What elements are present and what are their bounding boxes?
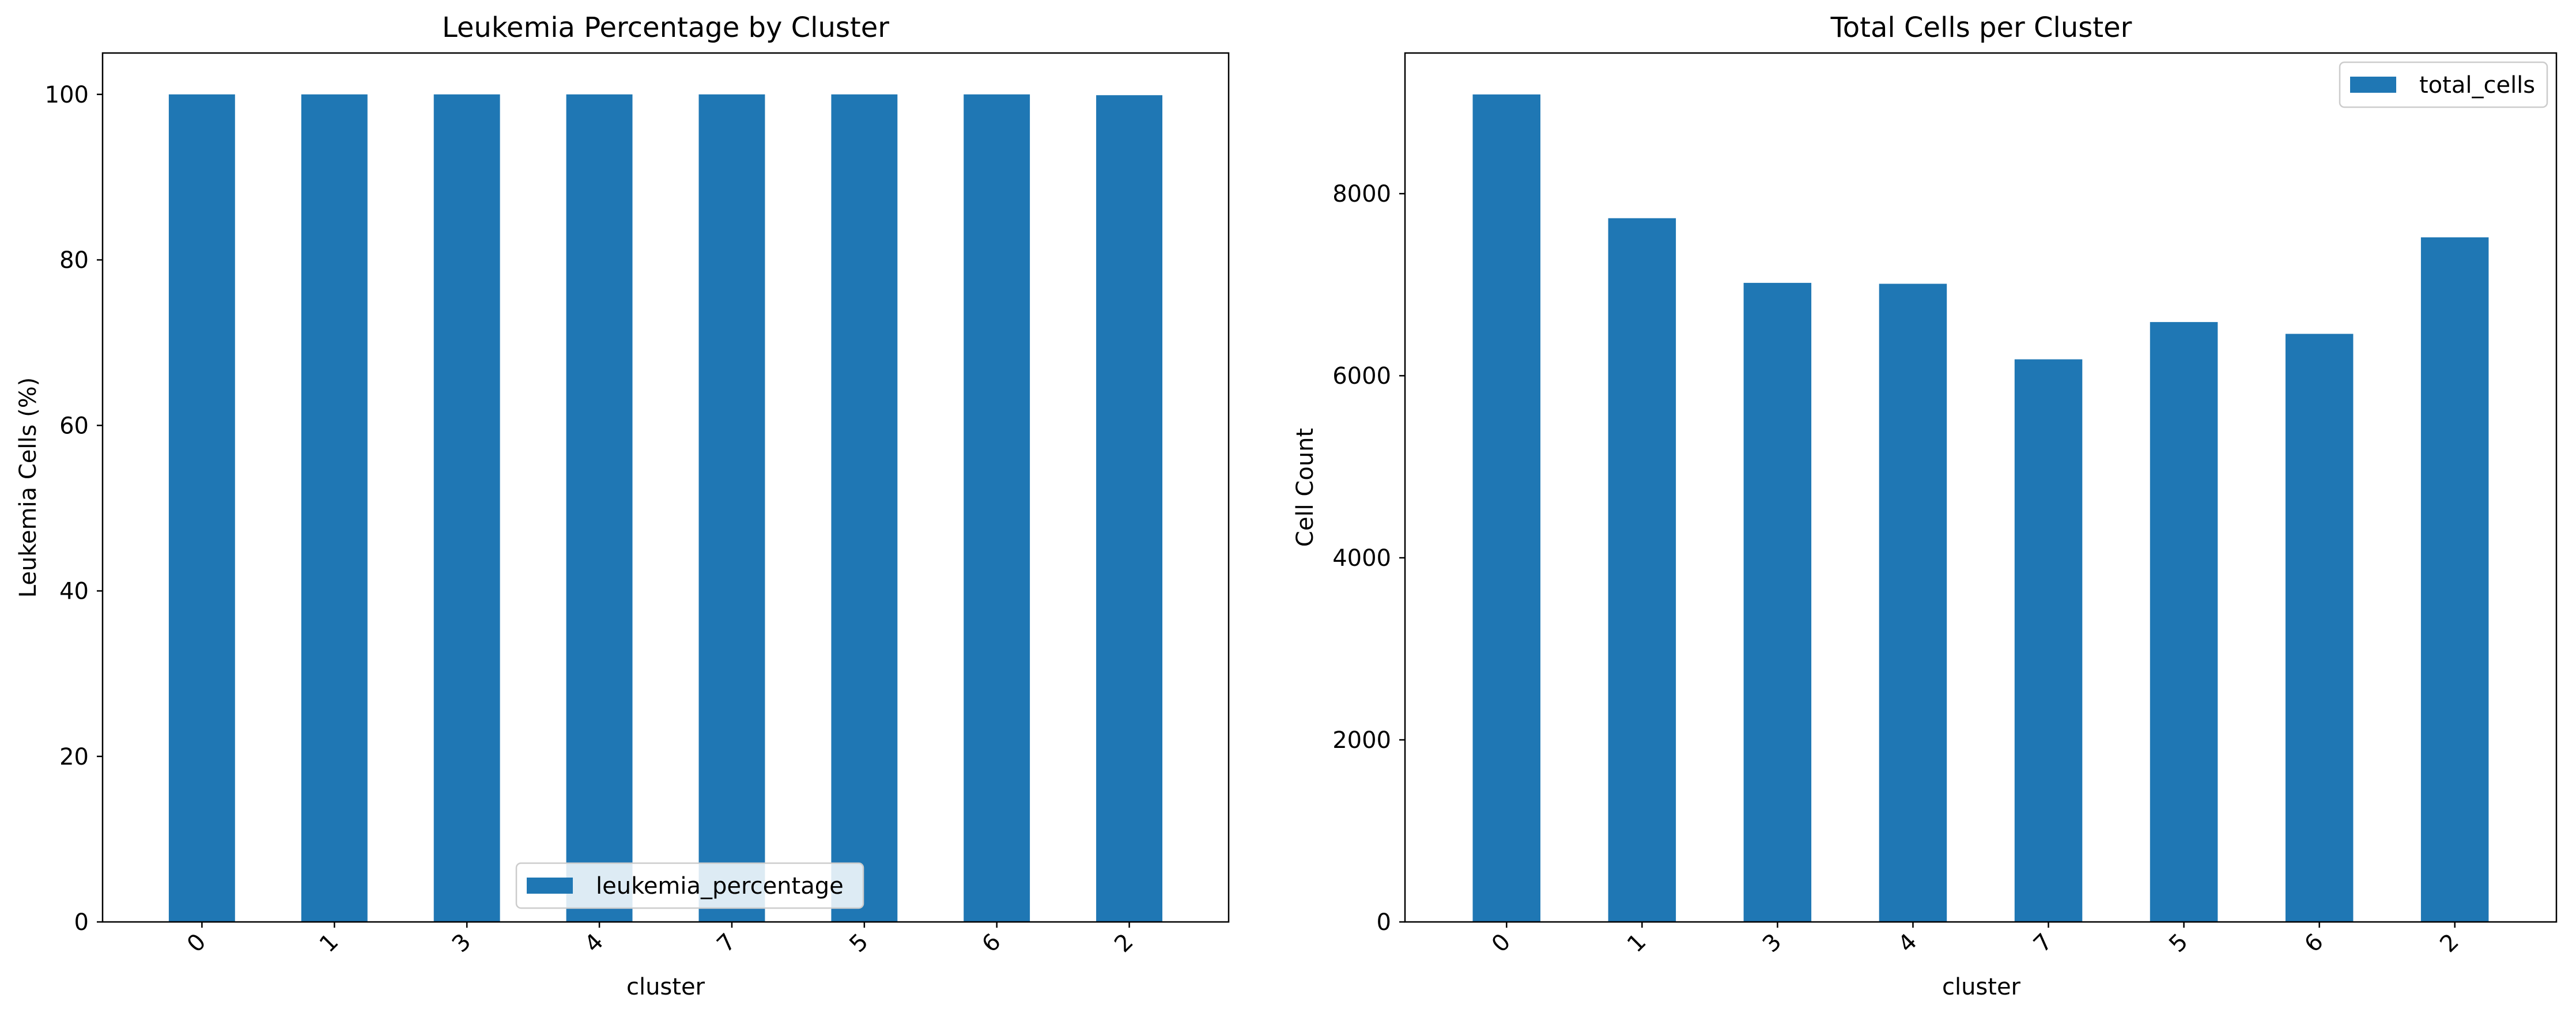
y-ticks: 0 20 40 60 80 100 — [45, 82, 103, 936]
bar-7 — [2014, 359, 2083, 922]
leukemia-percentage-chart: Leukemia Percentage by Cluster 0 20 40 60 80… — [15, 12, 1230, 1000]
bar-2 — [2420, 237, 2489, 922]
y-tick-label: 0 — [74, 909, 89, 936]
y-tick-label: 0 — [1377, 909, 1391, 936]
bar-3 — [433, 94, 500, 922]
bar-5 — [2150, 322, 2218, 922]
y-axis-label: Cell Count — [1292, 428, 1319, 547]
bar-6 — [964, 94, 1030, 922]
y-tick-label: 20 — [59, 744, 89, 770]
bar-1 — [301, 94, 368, 922]
legend-box — [2339, 61, 2548, 108]
bar-0 — [1472, 94, 1540, 922]
legend-swatch — [527, 878, 573, 894]
bars-group — [168, 94, 1162, 923]
legend-label: leukemia_percentage — [596, 873, 844, 899]
y-tick-label: 4000 — [1332, 545, 1391, 572]
bars-group — [1472, 94, 2489, 923]
bar-2 — [1096, 95, 1162, 923]
y-tick-label: 40 — [59, 579, 89, 605]
plot-frame — [101, 52, 1230, 923]
legend-label: total_cells — [2419, 72, 2535, 99]
legend: total_cells — [2339, 61, 2548, 108]
bar-3 — [1743, 282, 1812, 922]
bar-5 — [831, 94, 898, 922]
bar-7 — [698, 94, 765, 922]
y-ticks: 0 2000 4000 6000 8000 — [1332, 181, 1405, 936]
y-tick-label: 100 — [45, 82, 89, 108]
legend-box — [515, 862, 864, 909]
legend-swatch — [2350, 77, 2396, 93]
bar-1 — [1608, 218, 1676, 923]
x-axis-label: cluster — [626, 974, 705, 1000]
y-tick-label: 60 — [59, 413, 89, 439]
plot-frame — [1404, 52, 2558, 923]
y-tick-label: 2000 — [1332, 727, 1391, 754]
chart-title: Total Cells per Cluster — [1830, 12, 2132, 44]
y-tick-label: 6000 — [1332, 363, 1391, 390]
bar-0 — [168, 94, 235, 922]
legend: leukemia_percentage — [515, 862, 864, 909]
chart-title: Leukemia Percentage by Cluster — [442, 12, 889, 44]
bar-6 — [2285, 334, 2354, 922]
y-tick-label: 8000 — [1332, 181, 1391, 207]
y-axis-label: Leukemia Cells (%) — [15, 377, 41, 598]
bar-4 — [566, 94, 633, 922]
y-tick-label: 80 — [59, 247, 89, 274]
total-cells-chart: Total Cells per Cluster 0 2000 4000 6000 800… — [1292, 12, 2558, 1000]
x-axis-label: cluster — [1942, 974, 2021, 1000]
bar-4 — [1879, 283, 1947, 922]
